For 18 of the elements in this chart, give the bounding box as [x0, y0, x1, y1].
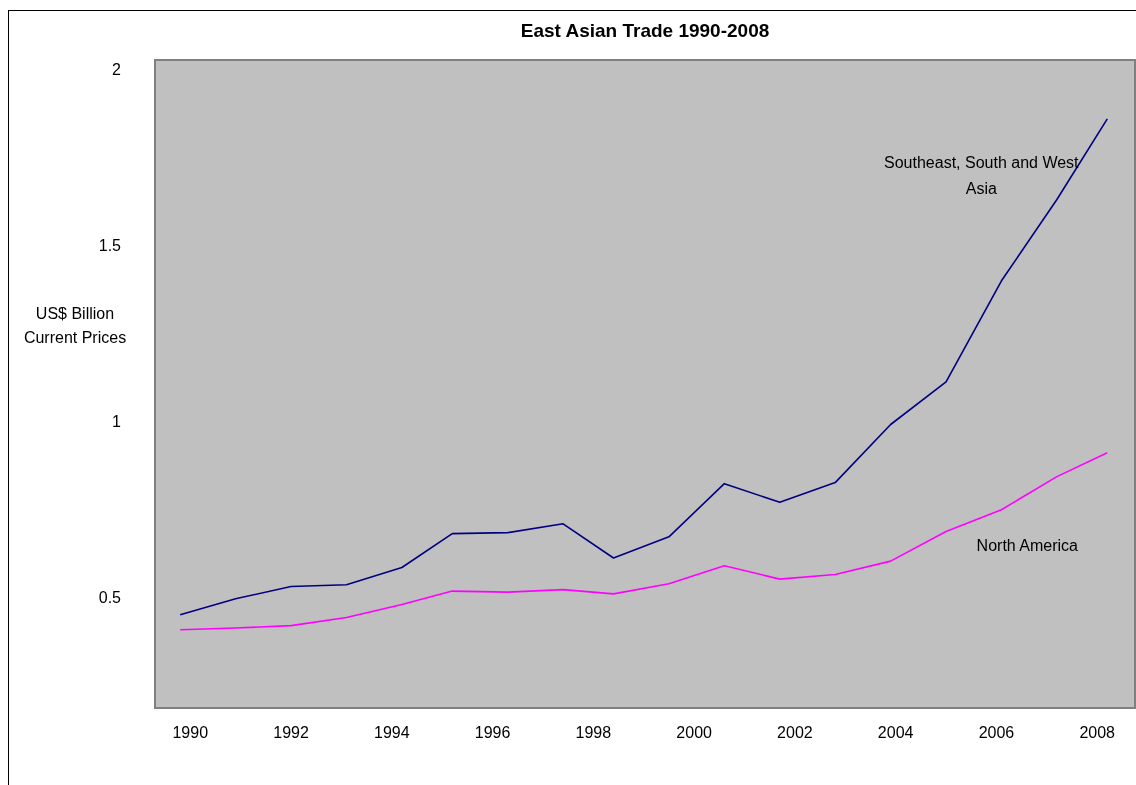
y-axis-title: US$ Billion Current Prices: [22, 304, 128, 348]
y-tick-label: 2: [112, 60, 122, 78]
x-tick-label: 2006: [978, 724, 1015, 742]
series-label: North America: [976, 537, 1079, 555]
x-tick-label: 1998: [575, 724, 612, 742]
x-tick-label: 1996: [474, 724, 511, 742]
y-tick-label: 0.5: [98, 589, 122, 607]
x-tick-label: 1994: [374, 724, 410, 742]
x-tick-label: 2008: [1079, 724, 1116, 742]
series-label: Southeast, South and West Asia: [884, 154, 1080, 198]
x-tick-label: 1990: [172, 724, 209, 742]
x-tick-label: 1992: [273, 724, 309, 742]
x-tick-label: 2004: [877, 724, 914, 742]
y-tick-label: 1: [112, 413, 122, 431]
chart-title: East Asian Trade 1990-2008: [519, 20, 771, 42]
x-tick-label: 2002: [777, 724, 813, 742]
x-tick-label: 2000: [676, 724, 713, 742]
y-tick-label: 1.5: [98, 237, 122, 255]
